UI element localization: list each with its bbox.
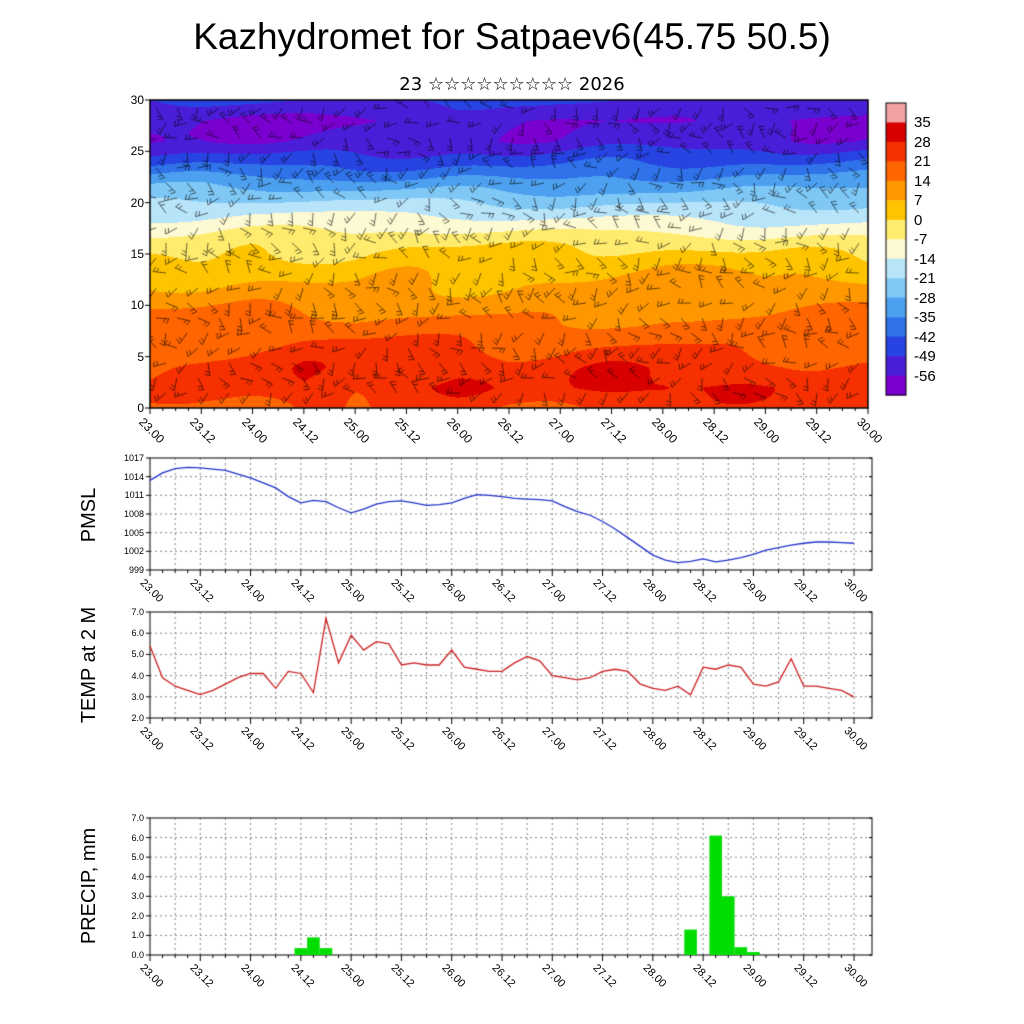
precip-ytick-label: 4.0 (131, 871, 144, 882)
precip-ytick-label: 0.0 (131, 950, 144, 960)
colorbar-tick-label: 14 (914, 172, 931, 190)
colorbar-tick-label: -35 (914, 309, 936, 327)
temp-2m-ytick-label: 5.0 (131, 649, 144, 660)
colorbar-tick-label: -42 (914, 328, 936, 346)
height-axis-tick-label: 25 (130, 144, 144, 159)
colorbar-tick-label: 7 (914, 192, 923, 210)
precip-ytick-label: 6.0 (131, 832, 144, 843)
pmsl-ytick-label: 1008 (123, 509, 144, 519)
precip-ytick-label: 5.0 (131, 852, 144, 863)
temp-axis-title: TEMP at 2 M (78, 606, 100, 724)
colorbar-tick-label: -14 (914, 250, 936, 268)
height-axis-tick-label: 30 (130, 93, 144, 107)
precip-ytick-label: 1.0 (131, 930, 144, 941)
temp-2m-ytick-label: 6.0 (131, 628, 144, 639)
temp-2m-ytick-label: 4.0 (131, 670, 144, 681)
pmsl-ytick-label: 1017 (123, 453, 144, 463)
temp-2m-ytick-label: 2.0 (131, 713, 144, 723)
height-axis-tick-label: 20 (130, 195, 144, 210)
date-subtitle: 23 ☆☆☆☆☆☆☆☆☆ 2026 (399, 74, 625, 95)
height-axis-tick-label: 5 (137, 349, 144, 364)
pmsl-ytick-label: 999 (128, 565, 144, 575)
precip-ytick-label: 2.0 (131, 910, 144, 921)
colorbar-tick-label: -7 (914, 231, 928, 249)
height-axis-tick-label: 0 (137, 401, 144, 415)
colorbar-tick-label: -49 (914, 348, 936, 366)
temp-2m-ytick-label: 3.0 (131, 691, 144, 702)
colorbar-tick-label: 21 (914, 153, 931, 171)
temp-2m-ytick-label: 7.0 (131, 607, 144, 617)
colorbar-tick-label: 0 (914, 211, 923, 229)
precip-axis-title: PRECIP, mm (78, 827, 100, 945)
pmsl-ytick-label: 1005 (123, 527, 144, 538)
colorbar-tick-label: 28 (914, 133, 931, 151)
height-axis-tick-label: 10 (130, 298, 144, 313)
pmsl-ytick-label: 1011 (124, 490, 144, 501)
colorbar-tick-label: -56 (914, 367, 936, 385)
precip-ytick-label: 3.0 (131, 891, 144, 902)
height-axis-tick-label: 15 (130, 247, 144, 261)
colorbar-tick-label: 35 (914, 114, 931, 132)
colorbar-tick-label: -28 (914, 289, 936, 307)
colorbar-tick-label: -21 (914, 270, 936, 288)
page-title: Kazhydromet for Satpaev6(45.75 50.5) (193, 16, 831, 57)
precip-ytick-label: 7.0 (131, 813, 144, 823)
pmsl-ytick-label: 1014 (123, 471, 144, 482)
pmsl-ytick-label: 1002 (123, 546, 144, 557)
